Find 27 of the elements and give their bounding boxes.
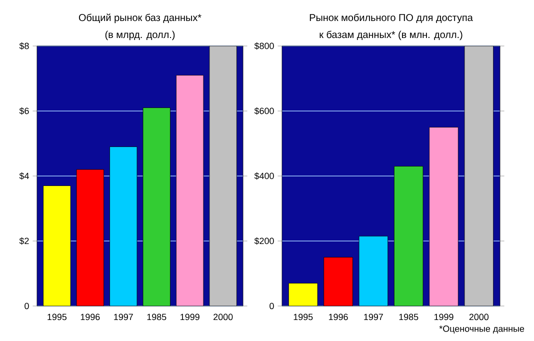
x-tick-label: 1997 xyxy=(114,314,133,320)
x-tick-label: 1999 xyxy=(434,314,454,320)
y-tick-label: 0 xyxy=(24,302,29,310)
text: *Оценочные данные xyxy=(439,326,524,334)
x-tick-label: 1996 xyxy=(328,314,348,320)
chart-title: Рынок мобильного ПО для доступа xyxy=(310,14,473,24)
chart-subtitle: к базам данных* (в млн. долл.) xyxy=(320,30,462,40)
x-tick-label: 2000 xyxy=(214,314,233,320)
y-tick-label: $2 xyxy=(19,237,29,245)
x-tick-label: 1995 xyxy=(48,314,67,320)
x-tick-label: 1985 xyxy=(399,314,418,320)
x-tick-label: 1985 xyxy=(147,314,166,320)
y-tick-label: $8 xyxy=(19,42,29,50)
x-tick-label: 1996 xyxy=(80,314,100,320)
chart-title: Общий рынок баз данных* xyxy=(78,14,202,24)
y-tick-label: 0 xyxy=(270,302,274,310)
x-tick-label: 1997 xyxy=(364,314,383,320)
y-tick-label: $400 xyxy=(254,172,274,180)
y-tick-label: $6 xyxy=(19,107,29,115)
chart-subtitle: (в млрд. долл.) xyxy=(105,30,175,40)
y-tick-label: $200 xyxy=(254,237,274,245)
y-tick-label: $800 xyxy=(254,42,274,50)
x-tick-label: 1999 xyxy=(180,314,200,320)
y-tick-label: $600 xyxy=(254,107,274,115)
y-tick-label: $4 xyxy=(19,172,29,180)
x-tick-label: 1995 xyxy=(294,314,313,320)
x-tick-label: 2000 xyxy=(469,314,489,320)
